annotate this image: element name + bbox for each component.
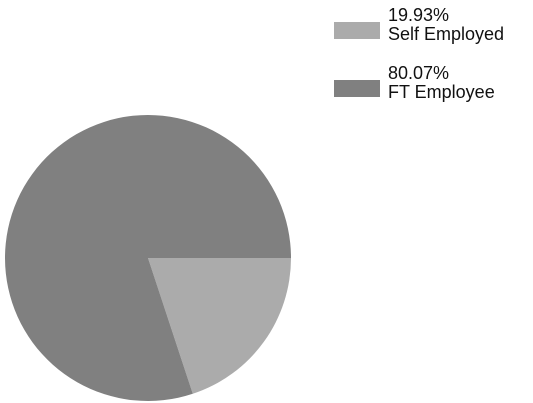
legend-item-self-employed: 19.93% Self Employed	[334, 6, 530, 64]
legend-label-ft-employee: FT Employee	[388, 82, 495, 102]
pie-slices	[5, 115, 292, 402]
legend-text-ft-employee: 80.07% FT Employee	[388, 64, 495, 102]
legend-text-self-employed: 19.93% Self Employed	[388, 6, 504, 44]
legend-swatch-ft-employee	[334, 80, 380, 97]
pie-slice-ft-employee	[5, 115, 292, 402]
legend: 19.93% Self Employed 80.07% FT Employee	[334, 6, 530, 122]
legend-item-ft-employee: 80.07% FT Employee	[334, 64, 530, 122]
legend-swatch-self-employed	[334, 22, 380, 39]
legend-label-self-employed: Self Employed	[388, 24, 505, 44]
legend-percent-ft-employee: 80.07%	[388, 63, 450, 83]
pie-slice-self-employed	[148, 258, 291, 394]
legend-percent-self-employed: 19.93%	[388, 5, 450, 25]
